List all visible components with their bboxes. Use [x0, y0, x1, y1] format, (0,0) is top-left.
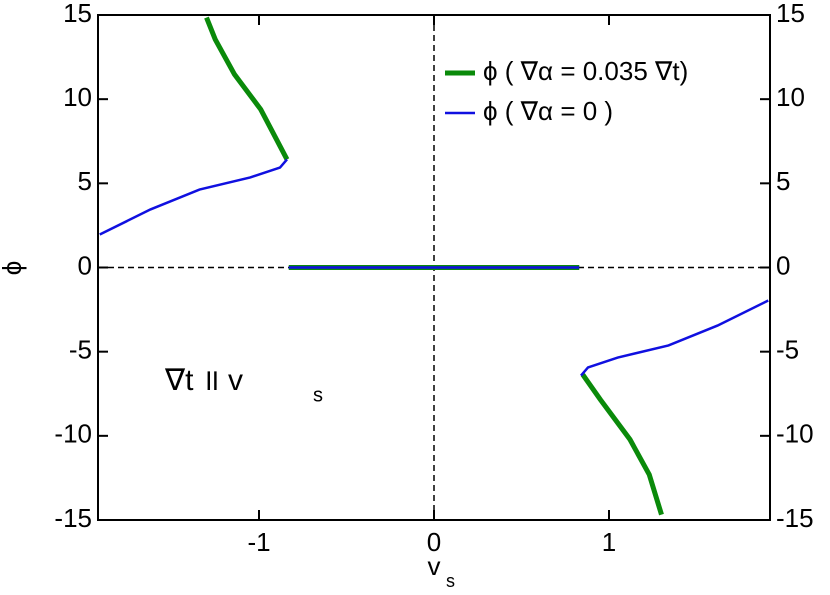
- y-axis-label: ϕ: [0, 261, 27, 276]
- y2-tick-label: 5: [776, 166, 790, 196]
- x-axis-label: v: [428, 551, 441, 581]
- y-tick-label: -5: [69, 335, 92, 365]
- y-tick-label: -15: [54, 503, 92, 533]
- series-line: [99, 158, 769, 377]
- annotation-sub: s: [313, 384, 323, 406]
- y2-tick-label: -15: [776, 503, 814, 533]
- y-tick-label: 10: [63, 82, 92, 112]
- y2-tick-label: -5: [776, 335, 799, 365]
- y2-tick-label: 15: [776, 0, 805, 28]
- y2-tick-label: 10: [776, 82, 805, 112]
- y-tick-label: 0: [78, 250, 92, 280]
- y2-tick-label: 0: [776, 250, 790, 280]
- y-tick-label: 15: [63, 0, 92, 28]
- x-axis-label-sub: s: [446, 571, 455, 591]
- x-tick-label: 0: [427, 527, 441, 557]
- x-tick-label: 1: [602, 527, 616, 557]
- y-tick-label: -10: [54, 419, 92, 449]
- y-tick-label: 5: [78, 166, 92, 196]
- legend-label: ϕ ( ∇α = 0 ): [483, 96, 613, 126]
- y2-tick-label: -10: [776, 419, 814, 449]
- x-tick-label: -1: [247, 527, 270, 557]
- annotation: ∇t ॥ v: [164, 364, 243, 397]
- legend-label: ϕ ( ∇α = 0.035 ∇t): [483, 56, 688, 86]
